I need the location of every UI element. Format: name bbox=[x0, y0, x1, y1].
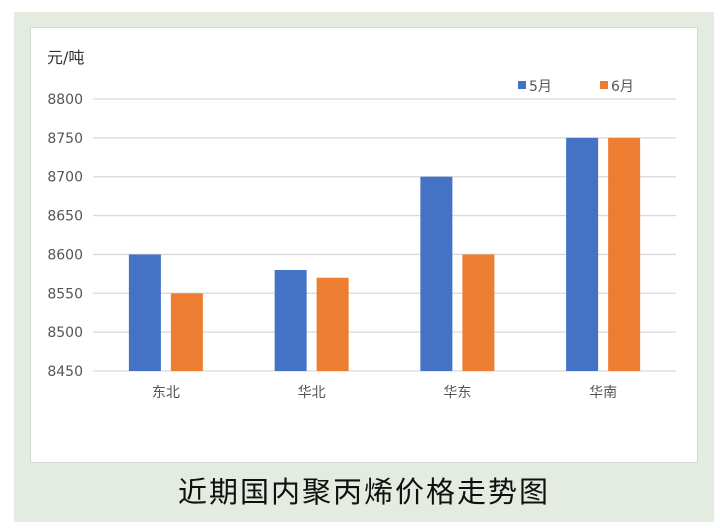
bar bbox=[566, 137, 599, 371]
bar bbox=[128, 254, 161, 371]
x-tick-label: 华南 bbox=[589, 385, 617, 401]
x-tick-label: 华东 bbox=[443, 385, 471, 401]
bars bbox=[128, 137, 641, 371]
legend-swatch bbox=[518, 81, 526, 89]
bar bbox=[170, 293, 203, 371]
bar bbox=[316, 277, 349, 371]
bar bbox=[274, 269, 307, 371]
y-tick-labels: 8450 8500 8550 8600 8650 8700 8750 8800 bbox=[47, 92, 83, 380]
y-tick-label: 8750 bbox=[47, 131, 83, 147]
legend: 5月 6月 bbox=[518, 79, 634, 95]
y-tick-label: 8600 bbox=[47, 247, 83, 263]
y-tick-label: 8500 bbox=[47, 325, 83, 341]
x-tick-label: 东北 bbox=[152, 385, 180, 401]
bar bbox=[462, 254, 495, 371]
y-tick-label: 8800 bbox=[47, 92, 83, 108]
bar bbox=[608, 137, 641, 371]
y-tick-label: 8700 bbox=[47, 170, 83, 186]
y-tick-label: 8450 bbox=[47, 364, 83, 380]
legend-label: 6月 bbox=[611, 79, 634, 95]
chart-card: 元/吨 8450 8500 8550 8600 8650 8700 8750 8800 东北 华… bbox=[30, 27, 698, 463]
x-tick-labels: 东北 华北 华东 华南 bbox=[152, 385, 617, 401]
y-tick-label: 8550 bbox=[47, 286, 83, 302]
legend-swatch bbox=[600, 81, 608, 89]
legend-label: 5月 bbox=[529, 79, 552, 95]
y-tick-label: 8650 bbox=[47, 209, 83, 225]
y-unit-label: 元/吨 bbox=[47, 48, 84, 67]
bar-chart: 元/吨 8450 8500 8550 8600 8650 8700 8750 8800 东北 华… bbox=[47, 48, 676, 401]
figure-caption: 近期国内聚丙烯价格走势图 bbox=[177, 475, 550, 509]
bar bbox=[420, 176, 453, 371]
x-tick-label: 华北 bbox=[298, 385, 326, 401]
